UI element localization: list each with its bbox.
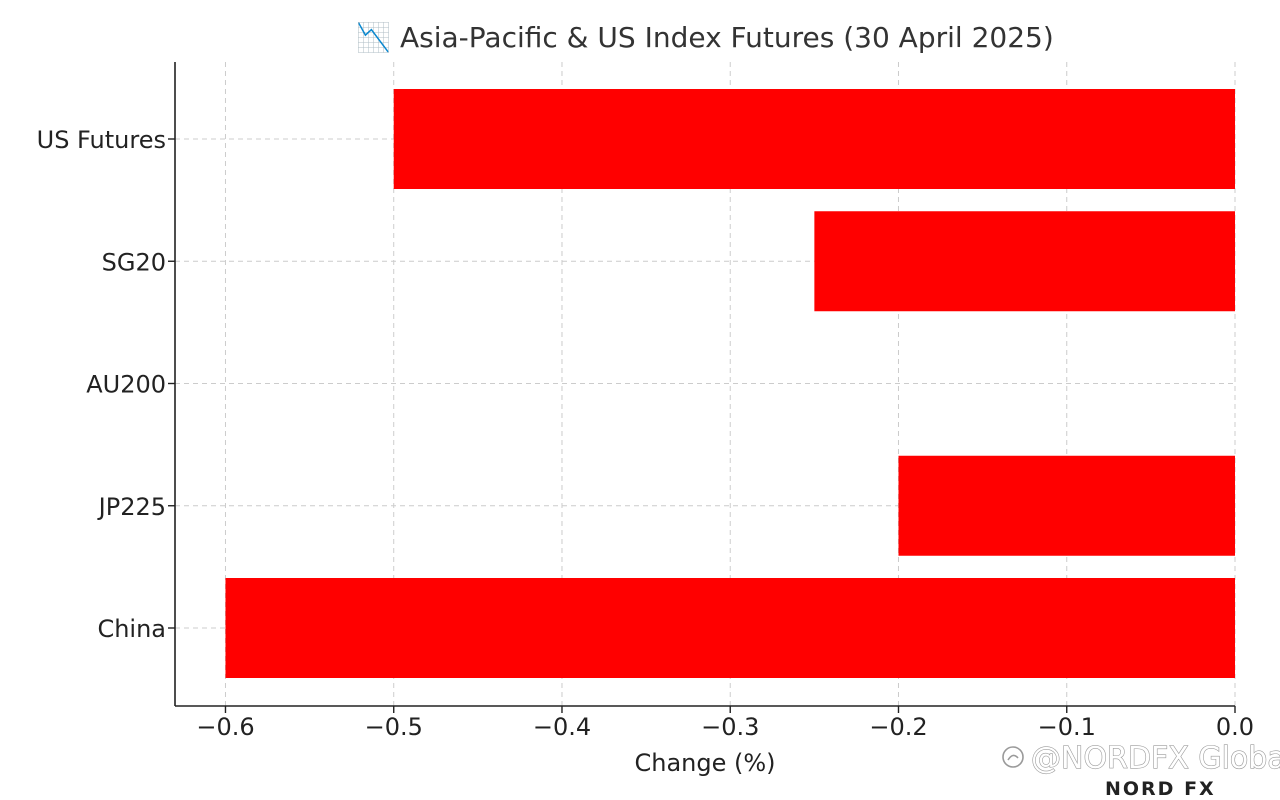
x-tick-label: −0.6	[196, 713, 254, 741]
bar-china	[225, 578, 1235, 678]
x-tick-label: −0.1	[1038, 713, 1096, 741]
x-ticks: −0.6 −0.5 −0.4 −0.3 −0.2 −0.1 0.0	[196, 706, 1254, 741]
x-tick-label: −0.5	[365, 713, 423, 741]
y-ticks: US Futures SG20 AU200 JP225 China	[37, 126, 175, 643]
x-tick-label: 0.0	[1216, 713, 1254, 741]
x-tick-label: −0.4	[533, 713, 591, 741]
watermark: @NORDFX Global NORD FX	[1002, 740, 1280, 800]
x-tick-label: −0.3	[701, 713, 759, 741]
weibo-logo-icon	[1002, 746, 1024, 768]
y-tick-label: AU200	[86, 371, 166, 399]
watermark-handle: @NORDFX Global	[1031, 741, 1280, 776]
bar-us-futures	[393, 89, 1235, 189]
y-tick-label: JP225	[97, 493, 166, 521]
x-axis-label: Change (%)	[634, 749, 775, 777]
bar-sg20	[814, 211, 1235, 312]
y-tick-label: SG20	[102, 248, 166, 276]
brand-logo-text: NORD FX	[1105, 778, 1216, 800]
y-tick-label: China	[97, 615, 166, 643]
chart-title: 📉 Asia-Pacific & US Index Futures (30 Ap…	[356, 21, 1054, 54]
x-tick-label: −0.2	[869, 713, 927, 741]
bars	[225, 89, 1235, 678]
bar-jp225	[898, 455, 1235, 556]
y-tick-label: US Futures	[37, 126, 166, 154]
